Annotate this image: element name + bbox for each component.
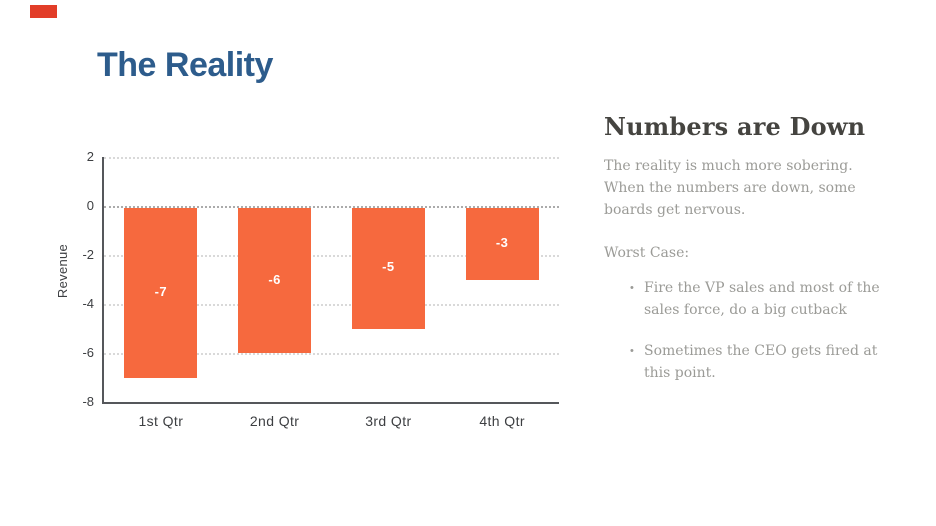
x-axis-tick-label: 4th Qtr (479, 413, 525, 429)
bullet-text: Sometimes the CEO gets fired at this poi… (644, 343, 878, 381)
zero-gridline (104, 206, 559, 208)
bullet-text: Fire the VP sales and most of the sales … (644, 280, 880, 318)
bar-4th Qtr: -3 (465, 208, 539, 280)
y-axis-tick-label: 0 (86, 198, 94, 213)
panel-subheading: Worst Case: (604, 245, 690, 261)
plot-area: 2 0 -2 -4 -6 -8 -7 1st Qtr -6 2nd Qtr -5 3rd Qtr -3 4… (82, 149, 559, 429)
panel-paragraph: The reality is much more sobering. When … (604, 158, 856, 218)
bar-value-label: -6 (268, 271, 281, 287)
y-axis-tick-label: 2 (86, 149, 94, 164)
list-item: • Fire the VP sales and most of the sale… (630, 277, 880, 321)
bullet-icon: • (630, 345, 634, 357)
y-axis-tick-label: -4 (82, 296, 94, 311)
x-axis-tick-label: 3rd Qtr (365, 413, 412, 429)
bar-value-label: -7 (154, 283, 168, 299)
list-item: • Sometimes the CEO gets fired at this p… (630, 340, 880, 384)
y-axis-tick-label: -6 (82, 345, 94, 360)
bullet-icon: • (630, 282, 634, 294)
bar-2nd Qtr: -6 (238, 208, 312, 353)
gridline (104, 353, 559, 355)
text-panel: Numbers are Down The reality is much mor… (604, 112, 904, 403)
x-axis-tick-label: 1st Qtr (138, 413, 184, 429)
panel-heading: Numbers are Down (604, 112, 866, 141)
slide-title: The Reality (97, 46, 273, 84)
y-axis-tick-label: -8 (82, 394, 94, 409)
gridline (104, 255, 559, 257)
bullet-list: • Fire the VP sales and most of the sale… (604, 277, 904, 384)
slide-accent-mark (30, 5, 57, 18)
bar-value-label: -3 (495, 234, 509, 250)
gridline (104, 304, 559, 306)
bar-3rd Qtr: -5 (351, 208, 425, 329)
gridline (104, 157, 559, 159)
bar-1st Qtr: -7 (124, 208, 198, 378)
revenue-bar-chart: Revenue 2 0 -2 -4 -6 -8 -7 1st Qtr -6 2nd Qtr -5 3r… (55, 149, 559, 429)
x-axis-tick-label: 2nd Qtr (249, 413, 300, 429)
bar-value-label: -5 (382, 259, 395, 275)
y-axis-tick-label: -2 (82, 247, 94, 262)
